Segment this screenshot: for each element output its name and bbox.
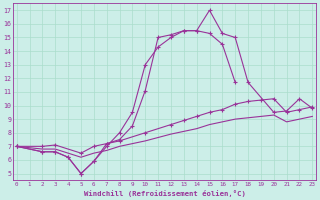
X-axis label: Windchill (Refroidissement éolien,°C): Windchill (Refroidissement éolien,°C)	[84, 190, 245, 197]
